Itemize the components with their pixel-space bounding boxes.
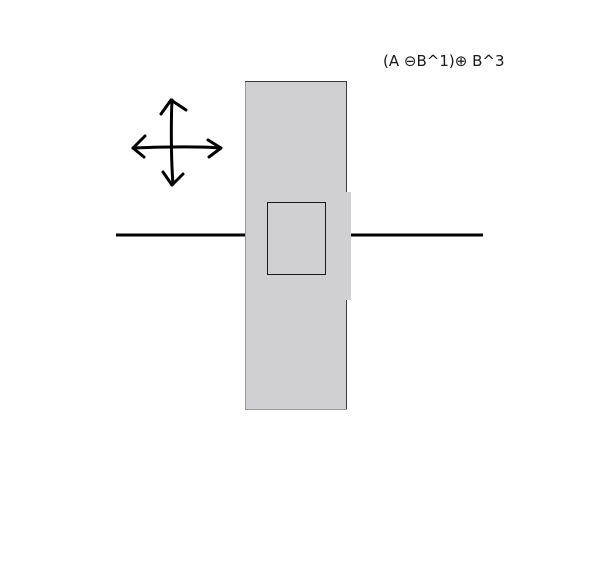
formula-part-b1: B^1) <box>416 52 455 70</box>
four-way-move-arrows-icon <box>131 98 223 187</box>
inner-square <box>267 202 326 275</box>
minus-circled-symbol: ⊖ <box>403 52 417 70</box>
formula-part-open: (A <box>383 52 404 70</box>
formula-label: (A ⊖B^1)⊕ B^3 <box>383 52 504 70</box>
plus-circled-symbol: ⊕ <box>454 52 468 70</box>
formula-part-b3: B^3 <box>467 52 505 70</box>
gray-block-notch <box>346 192 351 300</box>
